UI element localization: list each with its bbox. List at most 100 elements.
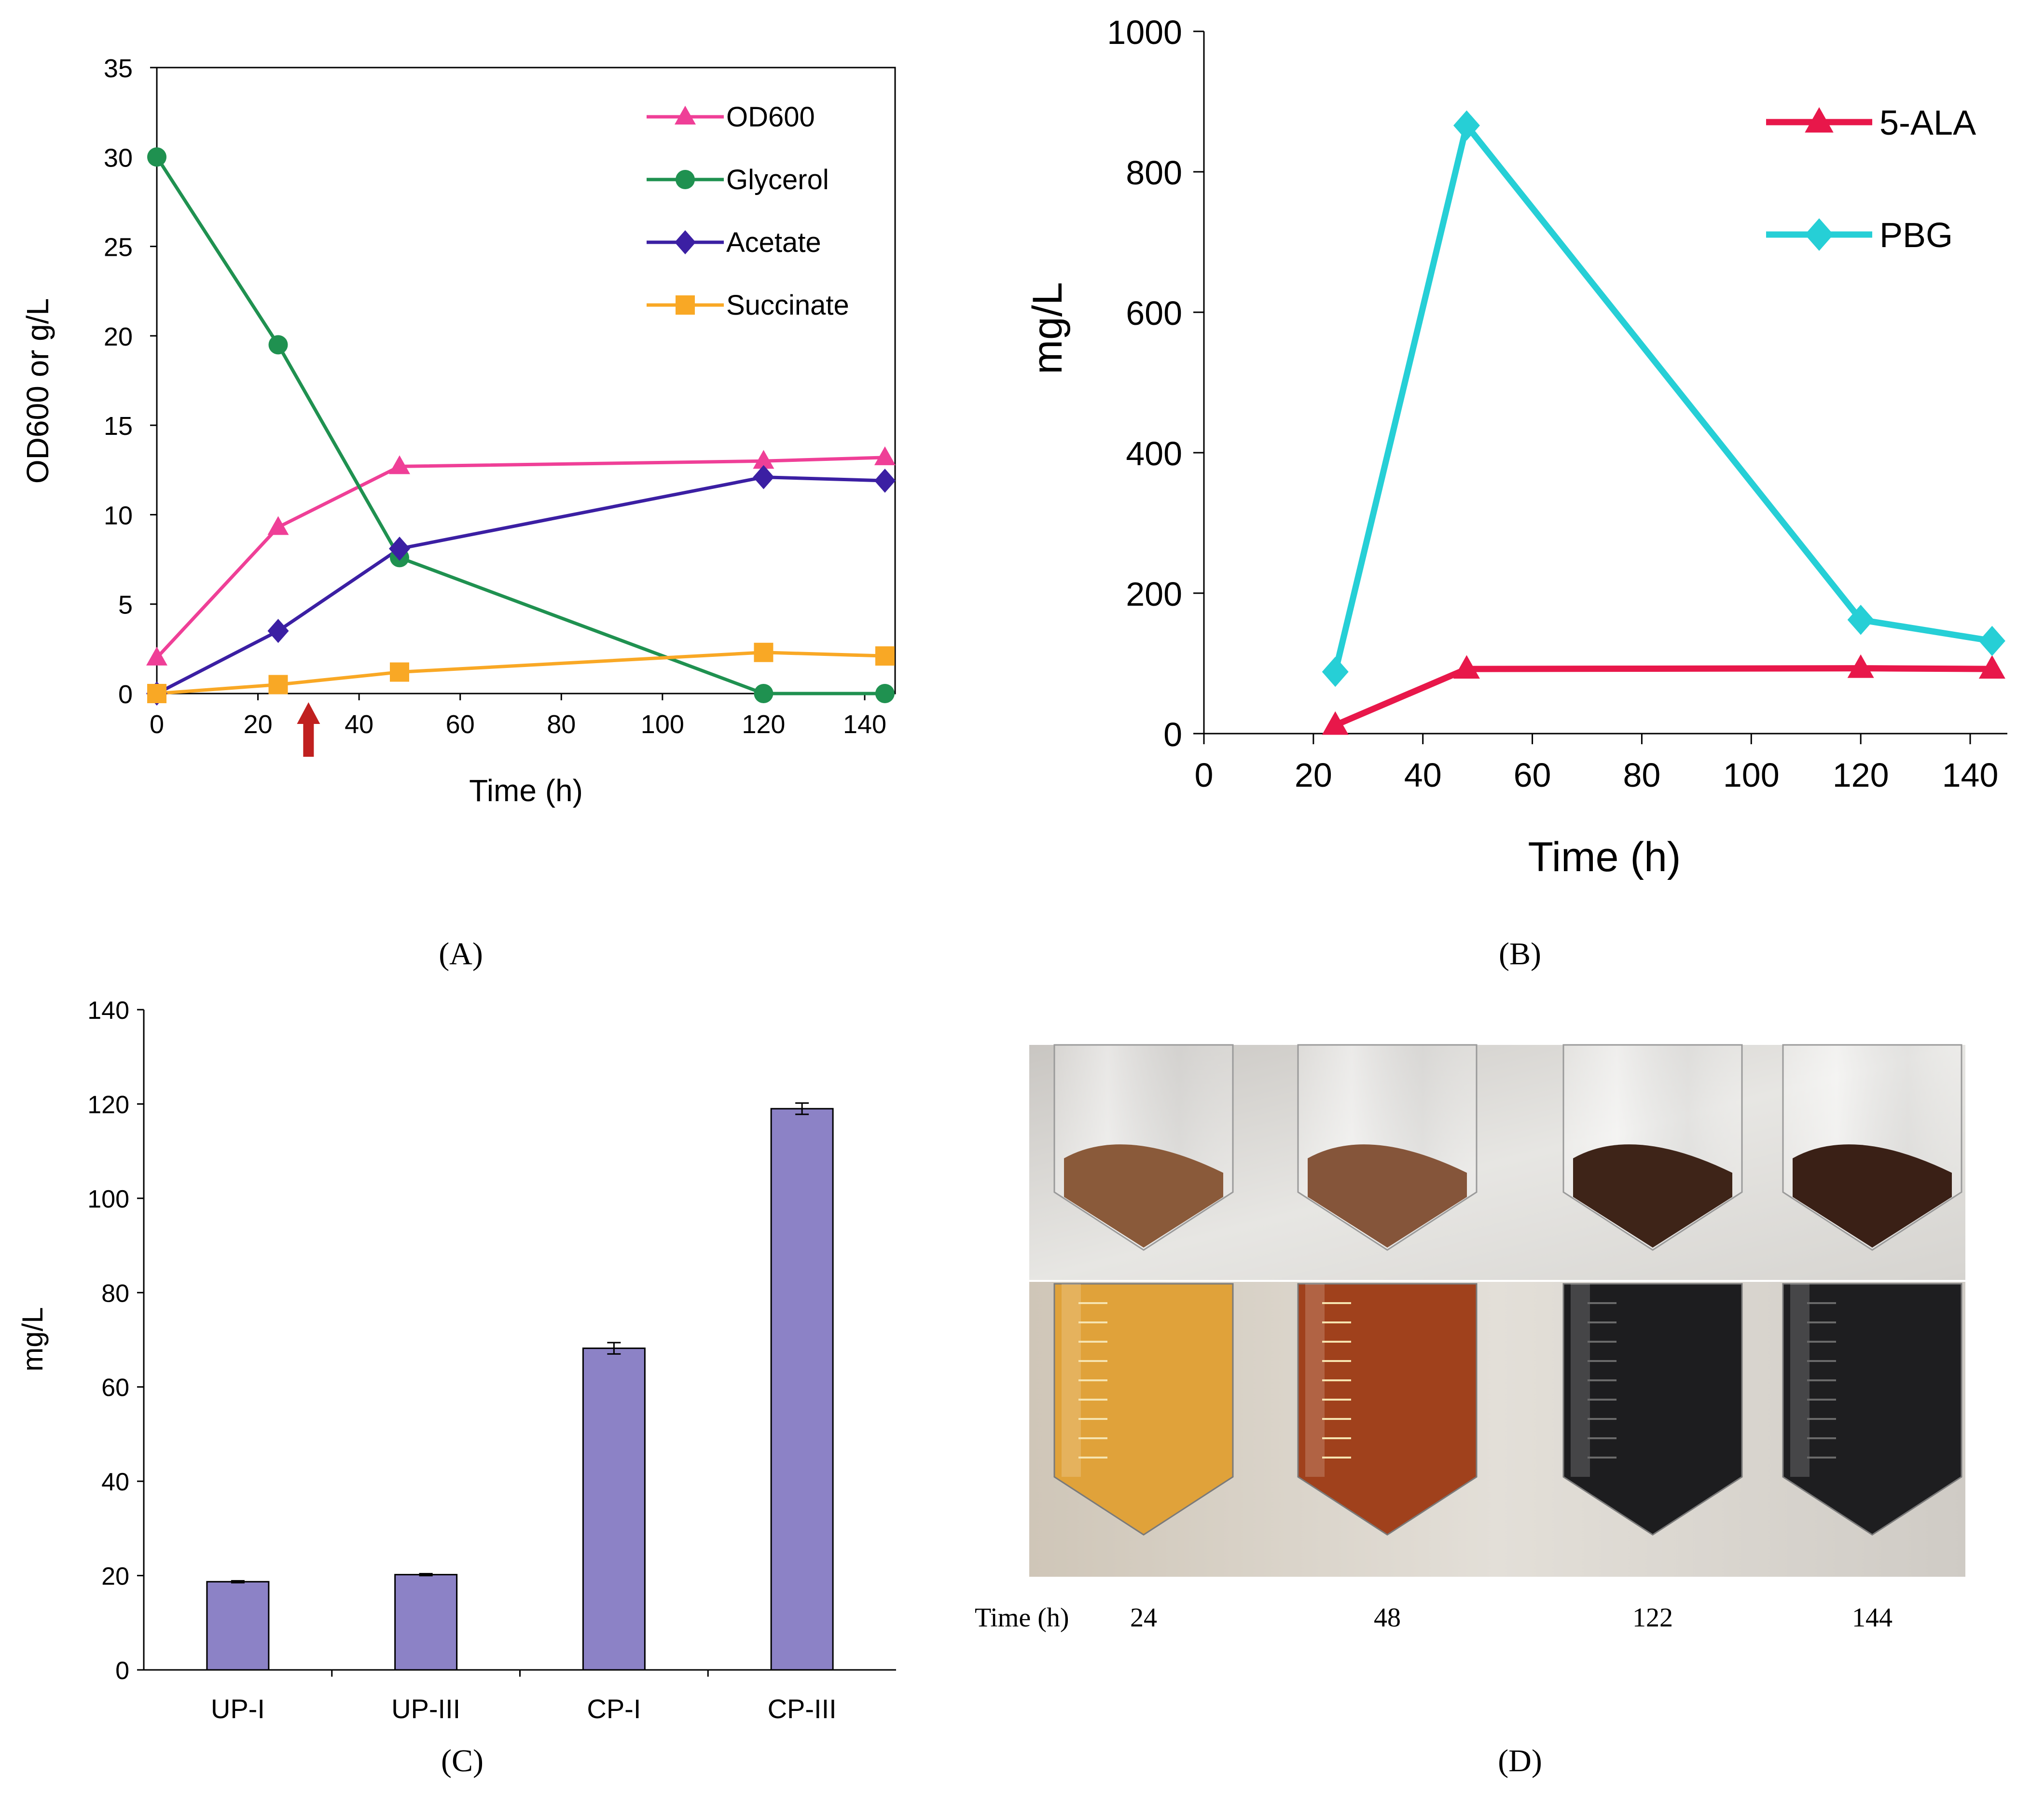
panel-a-xlabel: Time (h) [469,773,583,808]
panel-b-xtick-label: 40 [1404,756,1442,794]
panel-a-ylabel: OD600 or g/L [20,298,55,484]
panel-b-point-5-ala [1322,711,1349,735]
panel-a-ytick-label: 30 [104,143,133,172]
panel-a-point-glycerol [268,335,288,355]
panel-a-ytick-label: 15 [104,412,133,441]
legend-label-od600: OD600 [726,101,815,133]
panel-b-point-5-ala [1453,655,1480,679]
tube-bottom [1053,1283,1234,1536]
panel-b-ytick-label: 0 [1163,716,1182,753]
panel-a-arrow-annotation [297,702,320,757]
panel-d-photo: Time (h) 24 48 122 144 (D) [975,1044,1965,1778]
panel-a-series-line-succinate [156,651,885,695]
panel-a-chart: 0 5 10 15 20 25 30 35 0 20 40 60 80 100 120 140 OD600 Gl… [20,54,896,972]
panel-a-ytick-label: 0 [118,680,133,709]
panel-b-series-line-pbg [1332,118,1993,673]
panel-a-point-succinate [875,646,895,666]
panel-a-xtick-label: 0 [150,710,164,739]
panel-b-ylabel: mg/L [1024,282,1071,374]
panel-a-point-acetate [388,536,410,561]
panel-a-xtick-label: 20 [244,710,273,739]
panel-b-xlabel: Time (h) [1528,834,1681,880]
panel-a-point-acetate [753,465,774,489]
panel-c-bar-cp-i [582,1348,646,1671]
panel-b-point-pbg [1978,625,2005,656]
panel-c-ytick-label: 140 [87,997,129,1025]
panel-a-point-succinate [389,662,409,682]
legend-label-succinate: Succinate [726,290,849,321]
panel-b-ytick-label: 400 [1126,435,1182,472]
panel-c-bar-cp-iii [770,1108,834,1671]
panel-c-bar-up-iii [394,1574,458,1671]
panel-a-caption: (A) [439,936,483,972]
panel-b-xtick-label: 20 [1295,756,1332,794]
panel-c-ytick-label: 40 [101,1468,129,1496]
glass-highlight [1305,1284,1325,1477]
legend-label-glycerol: Glycerol [726,164,829,195]
panel-b-point-pbg [1453,110,1480,141]
legend-marker-succinate [676,295,695,315]
panel-c-ytick-label: 80 [101,1279,129,1307]
panel-c-category-label: CP-I [587,1694,641,1724]
panel-a-point-acetate [267,619,289,643]
photo-time-24: 24 [1130,1603,1157,1633]
panel-b-point-pbg [1322,656,1349,687]
panel-b-xtick-label: 0 [1195,756,1214,794]
panel-a-ytick-label: 5 [118,591,133,620]
panel-a-point-glycerol [754,684,774,703]
panel-a-xtick-label: 120 [742,710,785,739]
panel-c-caption: (C) [441,1743,484,1778]
panel-a-series-line-acetate [156,475,885,695]
glass-highlight [1062,1284,1081,1477]
panel-b-point-5-ala [1847,654,1874,678]
panel-d-tubes [1053,1044,1962,1536]
panel-c-category-label: CP-III [768,1694,837,1724]
pellet [1573,1144,1732,1248]
panel-b-point-5-ala [1978,655,2005,679]
tube-bottom [1562,1283,1743,1536]
panel-a-series [146,147,896,706]
pellet [1793,1144,1952,1248]
panel-c-ytick-label: 0 [115,1657,129,1685]
panel-b-chart: 0 200 400 600 800 1000 0 20 40 60 80 100 120 140 5-AL… [1024,14,2007,972]
panel-a-ytick-label: 35 [104,54,133,83]
panel-b-axes: 0 200 400 600 800 1000 0 20 40 60 80 100 120 140 [1107,14,2007,794]
panel-a-point-glycerol [147,147,166,167]
panel-b-series [1322,110,2005,735]
panel-a-point-acetate [874,469,896,493]
panel-a-point-od600 [146,646,167,666]
panel-a-point-succinate [147,684,166,703]
panel-a-legend: OD600 Glycerol Acetate Succinate [647,101,849,321]
legend-label-5-ala: 5-ALA [1879,104,1976,142]
panel-b-ytick-label: 1000 [1107,14,1182,51]
legend-marker-od600 [675,106,696,125]
panel-a-xtick-label: 60 [446,710,475,739]
photo-time-122: 122 [1632,1603,1673,1633]
panel-a-plot-frame [156,67,896,695]
panel-c-ytick-label: 100 [87,1185,129,1213]
panel-a-axes: 0 5 10 15 20 25 30 35 0 20 40 60 80 100 120 140 [104,54,896,739]
panel-a-ytick-label: 25 [104,233,133,262]
panel-a-point-od600 [874,446,896,465]
panel-c-bar-up-i [206,1581,270,1671]
panel-a-series-line-od600 [155,456,885,659]
panel-a-point-od600 [267,516,289,535]
panel-a-xtick-label: 100 [641,710,684,739]
panel-a-xtick-label: 140 [843,710,886,739]
panel-b-xtick-label: 100 [1723,756,1780,794]
panel-a-xtick-label: 80 [547,710,576,739]
panel-c-ytick-label: 120 [87,1091,129,1119]
panel-b-xtick-label: 120 [1833,756,1889,794]
panel-b-xtick-label: 140 [1942,756,1999,794]
legend-marker-5-ala [1805,107,1834,133]
panel-b-point-pbg [1847,605,1874,635]
panel-c-ytick-label: 60 [101,1374,129,1402]
legend-label-acetate: Acetate [726,227,821,258]
panel-b-legend: 5-ALA PBG [1766,104,1976,255]
panel-c-category-label: UP-I [211,1694,265,1724]
legend-marker-acetate [675,230,696,254]
photo-time-48: 48 [1374,1603,1401,1633]
panel-a-point-od600 [753,450,774,469]
